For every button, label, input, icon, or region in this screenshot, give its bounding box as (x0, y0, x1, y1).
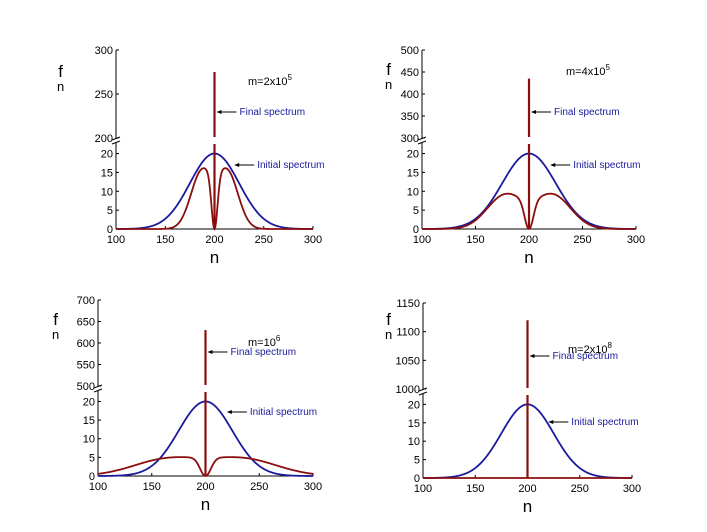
x-tick-label: 250 (571, 483, 589, 495)
y-tick-label: 550 (77, 360, 95, 372)
y-axis-label-subscript: n (385, 327, 392, 342)
x-axis-label: n (201, 495, 210, 514)
x-axis-label: n (523, 497, 532, 516)
initial-spectrum-arrowhead (234, 163, 240, 167)
y-tick-label: 10 (101, 186, 113, 198)
y-tick-label: 600 (77, 338, 95, 350)
m-value-label: m=2x108 (568, 341, 612, 356)
initial-spectrum-label: Initial spectrum (250, 407, 317, 418)
y-tick-label: 10 (83, 434, 95, 446)
m-value-label: m=4x105 (566, 63, 610, 78)
y-tick-label: 20 (407, 149, 419, 161)
y-tick-label: 300 (401, 133, 419, 145)
y-tick-label: 5 (413, 205, 419, 217)
y-tick-label: 1100 (396, 327, 420, 339)
x-tick-label: 300 (627, 234, 645, 246)
y-tick-label: 10 (408, 436, 420, 448)
initial-spectrum-label: Initial spectrum (573, 160, 640, 171)
m-value-label: m=2x105 (248, 73, 292, 88)
x-tick-label: 250 (573, 234, 591, 246)
final-spectrum-label: Final spectrum (553, 351, 619, 362)
initial-spectrum-arrowhead (226, 410, 232, 414)
y-tick-label: 5 (107, 205, 113, 217)
x-tick-label: 300 (304, 234, 322, 246)
chart-panel-3: 100 150 200 250 30005101520500550600650700nf… (52, 295, 322, 514)
final-spectrum-label: Final spectrum (231, 347, 297, 358)
final-spectrum-arrowhead (531, 110, 536, 114)
chart-panel-4: 100 150 200 250 300 0 5 10 15 20 1000 1050 1100 1150 n… (385, 298, 641, 516)
y-tick-label: 400 (401, 89, 419, 101)
y-tick-label: 500 (401, 45, 419, 57)
x-tick-label: 100 (414, 483, 432, 495)
x-axis-label: n (210, 248, 219, 267)
x-tick-label: 200 (520, 234, 538, 246)
final-spectrum-arrowhead (529, 354, 535, 358)
y-tick-label: 20 (83, 396, 95, 408)
y-tick-label: 200 (95, 133, 113, 145)
initial-spectrum-arrowhead (548, 420, 554, 424)
y-tick-label: 1000 (396, 384, 420, 396)
initial-spectrum-arrowhead (550, 163, 556, 167)
y-tick-label: 15 (408, 418, 420, 430)
y-tick-label: 20 (101, 149, 113, 161)
final-spectrum-arrowhead (216, 110, 222, 114)
y-tick-label: 250 (95, 89, 113, 101)
y-tick-label: 1050 (396, 355, 420, 367)
y-tick-label: 300 (95, 45, 113, 57)
initial-spectrum-label: Initial spectrum (571, 417, 638, 428)
final-spectrum-arrowhead (207, 350, 213, 354)
y-tick-label: 350 (401, 111, 419, 123)
x-tick-label: 200 (518, 483, 536, 495)
x-tick-label: 150 (156, 234, 174, 246)
x-tick-label: 150 (143, 481, 161, 493)
x-axis-label: n (524, 248, 533, 267)
m-value-exponent: 5 (287, 73, 292, 82)
y-tick-label: 15 (407, 167, 419, 179)
initial-spectrum-label: Initial spectrum (257, 160, 324, 171)
y-tick-label: 15 (83, 415, 95, 427)
y-tick-label: 15 (101, 167, 113, 179)
y-tick-label: 700 (77, 295, 95, 307)
x-tick-label: 200 (205, 234, 223, 246)
x-tick-label: 250 (250, 481, 268, 493)
y-tick-label: 10 (407, 186, 419, 198)
m-value-label: m=106 (248, 334, 281, 349)
y-tick-label: 5 (414, 455, 420, 467)
y-tick-label: 650 (77, 317, 95, 329)
chart-panel-2: 100 150 200 250 30005101520300350400450500nf… (385, 45, 645, 267)
y-tick-label: 0 (413, 224, 419, 236)
y-tick-label: 0 (107, 224, 113, 236)
m-value-exponent: 8 (607, 341, 612, 350)
y-tick-label: 450 (401, 67, 419, 79)
y-tick-label: 1150 (396, 298, 420, 310)
y-tick-label: 500 (77, 381, 95, 393)
m-value-exponent: 6 (276, 334, 281, 343)
x-tick-label: 100 (89, 481, 107, 493)
x-tick-label: 150 (466, 234, 484, 246)
y-tick-label: 20 (408, 399, 420, 411)
final-spectrum-label: Final spectrum (240, 107, 306, 118)
x-tick-label: 300 (304, 481, 322, 493)
y-axis-label-subscript: n (52, 327, 59, 342)
x-tick-label: 300 (623, 483, 641, 495)
x-tick-label: 100 (413, 234, 431, 246)
x-tick-label: 200 (196, 481, 214, 493)
y-axis-label-subscript: n (385, 77, 392, 92)
x-tick-label: 250 (255, 234, 273, 246)
x-tick-label: 100 (107, 234, 125, 246)
y-axis-label-subscript: n (57, 79, 64, 94)
final-spectrum-label: Final spectrum (554, 107, 620, 118)
x-tick-label: 150 (466, 483, 484, 495)
y-tick-label: 0 (414, 473, 420, 485)
y-tick-label: 0 (89, 471, 95, 483)
m-value-exponent: 5 (605, 63, 610, 72)
y-tick-label: 5 (89, 452, 95, 464)
